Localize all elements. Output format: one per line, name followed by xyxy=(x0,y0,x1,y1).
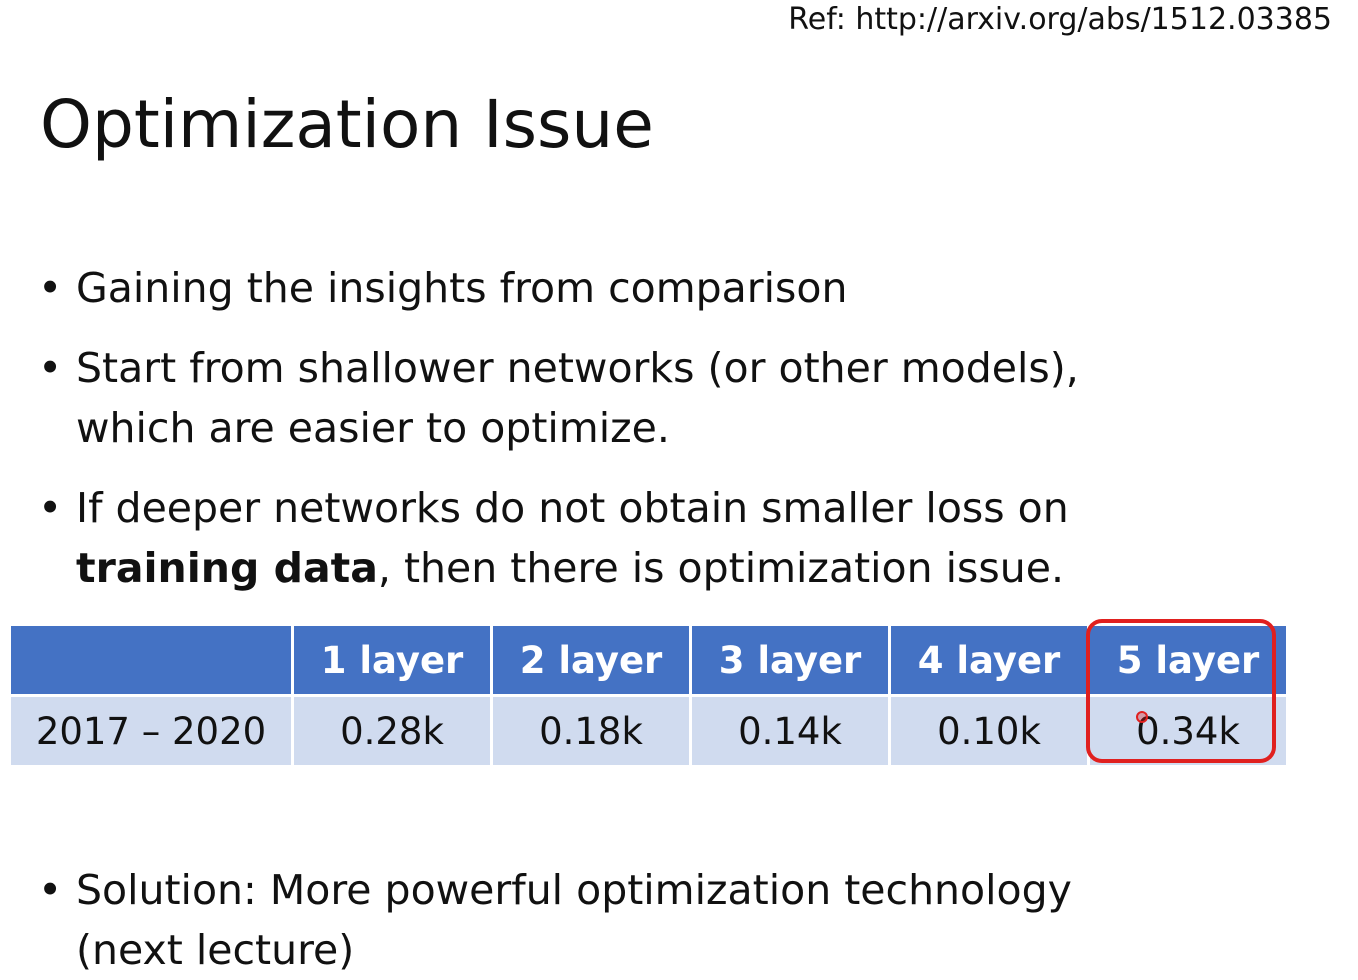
table-header-cell: 1 layer xyxy=(291,623,493,697)
bullet-dot-icon: • xyxy=(38,484,63,532)
table-cell: 0.28k xyxy=(291,694,493,768)
bullet-dot-icon: • xyxy=(38,264,63,312)
bullet-text-line1: Start from shallower networks (or other … xyxy=(76,344,1079,392)
bullet-item-solution: • Solution: More powerful optimization t… xyxy=(36,860,1336,980)
bullet-text-line1: Solution: More powerful optimization tec… xyxy=(76,866,1072,914)
slide-title: Optimization Issue xyxy=(40,86,654,163)
loss-table: 1 layer 2 layer 3 layer 4 layer 5 layer … xyxy=(8,623,1289,768)
table-header-cell: 5 layer xyxy=(1087,623,1289,697)
table-row-label: 2017 – 2020 xyxy=(8,694,294,768)
bullet-dot-icon: • xyxy=(38,344,63,392)
table-header-row: 1 layer 2 layer 3 layer 4 layer 5 layer xyxy=(8,623,1289,697)
bullet-text-rest: , then there is optimization issue. xyxy=(377,544,1065,592)
bullet-item-deeper: • If deeper networks do not obtain small… xyxy=(36,478,1336,598)
bullet-text: Gaining the insights from comparison xyxy=(76,264,848,312)
bullet-bold-text: training data xyxy=(76,544,378,592)
bullet-text-line2: which are easier to optimize. xyxy=(76,404,670,452)
bullet-dot-icon: • xyxy=(38,866,63,914)
table-header-cell: 4 layer xyxy=(888,623,1090,697)
table-cell: 0.18k xyxy=(490,694,692,768)
table-cell: 0.10k xyxy=(888,694,1090,768)
table-header-cell: 3 layer xyxy=(689,623,891,697)
bullet-list: • Gaining the insights from comparison •… xyxy=(36,258,1336,598)
bullet-text-line2: (next lecture) xyxy=(76,926,355,974)
bullet-item-shallower: • Start from shallower networks (or othe… xyxy=(36,338,1336,458)
table-cell: 0.34k xyxy=(1087,694,1289,768)
table-header-cell: 2 layer xyxy=(490,623,692,697)
table-row: 2017 – 2020 0.28k 0.18k 0.14k 0.10k 0.34… xyxy=(8,694,1289,768)
table-cell: 0.14k xyxy=(689,694,891,768)
bullet-item-insights: • Gaining the insights from comparison xyxy=(36,258,1336,318)
table-header-cell xyxy=(8,623,294,697)
reference-link[interactable]: Ref: http://arxiv.org/abs/1512.03385 xyxy=(788,2,1332,37)
bullet-text-line1: If deeper networks do not obtain smaller… xyxy=(76,484,1069,532)
solution-list: • Solution: More powerful optimization t… xyxy=(36,860,1336,980)
pointer-cursor-icon xyxy=(1136,711,1148,723)
highlight-box-annotation xyxy=(1086,619,1276,763)
